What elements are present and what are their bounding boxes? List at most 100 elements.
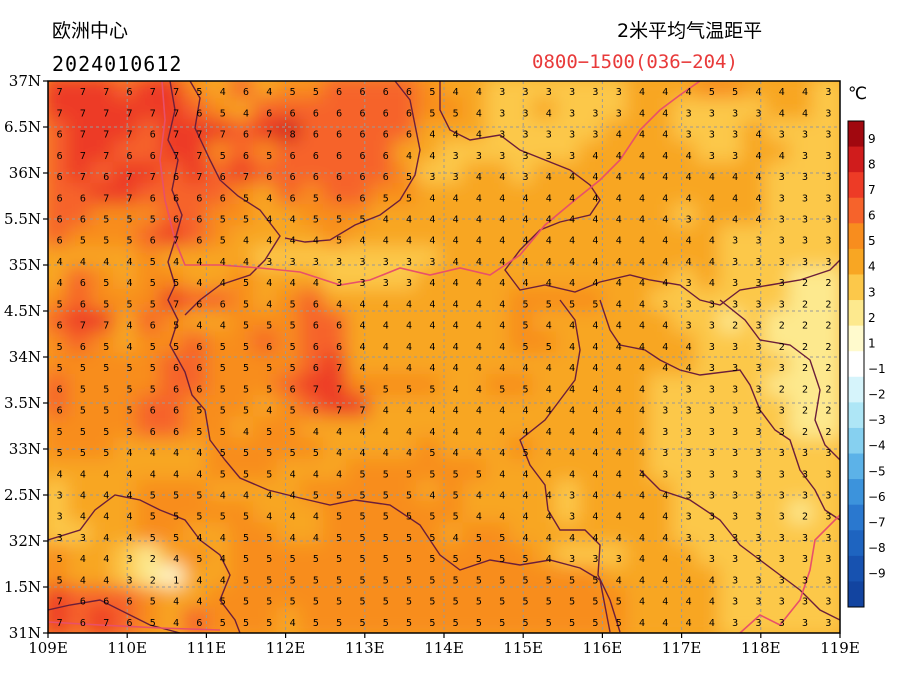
grid-value: 7 (57, 87, 63, 98)
grid-value: 5 (476, 575, 482, 586)
grid-value: 6 (196, 618, 202, 629)
grid-value: 4 (546, 363, 552, 374)
grid-value: 5 (336, 618, 342, 629)
grid-value: 4 (499, 193, 505, 204)
grid-value: 3 (127, 554, 133, 565)
grid-value: 5 (103, 299, 109, 310)
grid-value: 5 (336, 533, 342, 544)
grid-value: 4 (616, 299, 622, 310)
grid-value: 5 (266, 321, 272, 332)
grid-value: 5 (406, 533, 412, 544)
grid-value: 5 (290, 87, 296, 98)
grid-value: 4 (476, 215, 482, 226)
grid-value: 5 (220, 151, 226, 162)
grid-value: 4 (383, 299, 389, 310)
grid-value: 4 (802, 87, 808, 98)
grid-value: 5 (196, 491, 202, 502)
grid-value: 5 (196, 87, 202, 98)
grid-value: 3 (709, 554, 715, 565)
grid-value: 4 (476, 172, 482, 183)
grid-value: 3 (802, 236, 808, 247)
grid-value: 4 (569, 215, 575, 226)
grid-value: 5 (266, 448, 272, 459)
grid-value: 4 (290, 533, 296, 544)
grid-value: 4 (616, 427, 622, 438)
grid-value: 5 (220, 512, 226, 523)
grid-value: 5 (57, 363, 63, 374)
grid-value: 5 (406, 597, 412, 608)
grid-value: 6 (173, 193, 179, 204)
grid-value: 4 (290, 236, 296, 247)
grid-value: 4 (103, 512, 109, 523)
grid-value: 5 (406, 554, 412, 565)
grid-value: 2 (825, 427, 831, 438)
grid-value: 4 (243, 257, 249, 268)
run-date: 2024010612 (52, 52, 183, 76)
grid-value: 3 (686, 215, 692, 226)
latitude-axis: 37N 6.5N 36N 5.5N 35N 4.5N 34N 3.5N 33N 2.5N 32N 1.… (4, 72, 48, 642)
grid-value: 4 (686, 172, 692, 183)
grid-value: 5 (499, 533, 505, 544)
grid-value: 3 (383, 278, 389, 289)
grid-value: 5 (173, 533, 179, 544)
grid-value: 5 (359, 575, 365, 586)
grid-value: 4 (406, 215, 412, 226)
grid-value: 3 (57, 491, 63, 502)
grid-value: 5 (406, 491, 412, 502)
grid-value: 4 (499, 321, 505, 332)
grid-value: 4 (639, 236, 645, 247)
grid-value: 3 (779, 278, 785, 289)
grid-value: 5 (127, 406, 133, 417)
grid-value: 6 (57, 406, 63, 417)
lon-label: 109E (28, 639, 68, 657)
grid-value: 5 (429, 469, 435, 480)
grid-value: 6 (57, 384, 63, 395)
plot-area: 7 7 7 6 7 7 5 4 6 4 5 5 6 6 6 6 5 4 4 3 3 3 3 3 3 4 4 4 5 5 4 4 4 3 7 7 7 7 7 7… (48, 81, 840, 633)
grid-value: 4 (592, 172, 598, 183)
grid-value: 5 (523, 575, 529, 586)
grid-value: 4 (290, 278, 296, 289)
grid-value: 4 (639, 321, 645, 332)
grid-value: 6 (336, 130, 342, 141)
grid-value: 5 (220, 406, 226, 417)
grid-value: 3 (779, 406, 785, 417)
grid-value: 3 (755, 384, 761, 395)
grid-value: 4 (196, 469, 202, 480)
grid-value: 1 (173, 575, 179, 586)
grid-value: 4 (313, 512, 319, 523)
grid-value: 5 (220, 215, 226, 226)
grid-value: 3 (755, 554, 761, 565)
yangtze (48, 621, 221, 631)
grid-value: 5 (243, 342, 249, 353)
grid-value: 4 (569, 427, 575, 438)
field-cell (812, 607, 840, 633)
grid-value: 4 (639, 215, 645, 226)
grid-value: 3 (802, 575, 808, 586)
grid-value: 4 (359, 299, 365, 310)
grid-value: 5 (243, 554, 249, 565)
grid-value: 4 (429, 151, 435, 162)
grid-value: 3 (686, 278, 692, 289)
grid-value: 4 (127, 257, 133, 268)
grid-value: 4 (476, 278, 482, 289)
grid-value: 5 (383, 533, 389, 544)
grid-value: 3 (592, 108, 598, 119)
grid-value: 5 (243, 575, 249, 586)
grid-value: 6 (57, 215, 63, 226)
grid-value: 4 (313, 469, 319, 480)
grid-value: 4 (616, 406, 622, 417)
grid-value: 6 (150, 406, 156, 417)
grid-value: 3 (709, 384, 715, 395)
grid-value: 3 (569, 87, 575, 98)
grid-value: 5 (313, 87, 319, 98)
grid-value: 3 (709, 130, 715, 141)
grid-value: 5 (429, 533, 435, 544)
grid-value: 5 (523, 448, 529, 459)
time-range: 0800−1500(036−204) (532, 51, 738, 73)
grid-value: 4 (592, 321, 598, 332)
grid-value: 4 (196, 533, 202, 544)
grid-value: 4 (80, 491, 86, 502)
grid-value: 7 (359, 406, 365, 417)
grid-value: 7 (336, 363, 342, 374)
grid-value: 5 (150, 512, 156, 523)
